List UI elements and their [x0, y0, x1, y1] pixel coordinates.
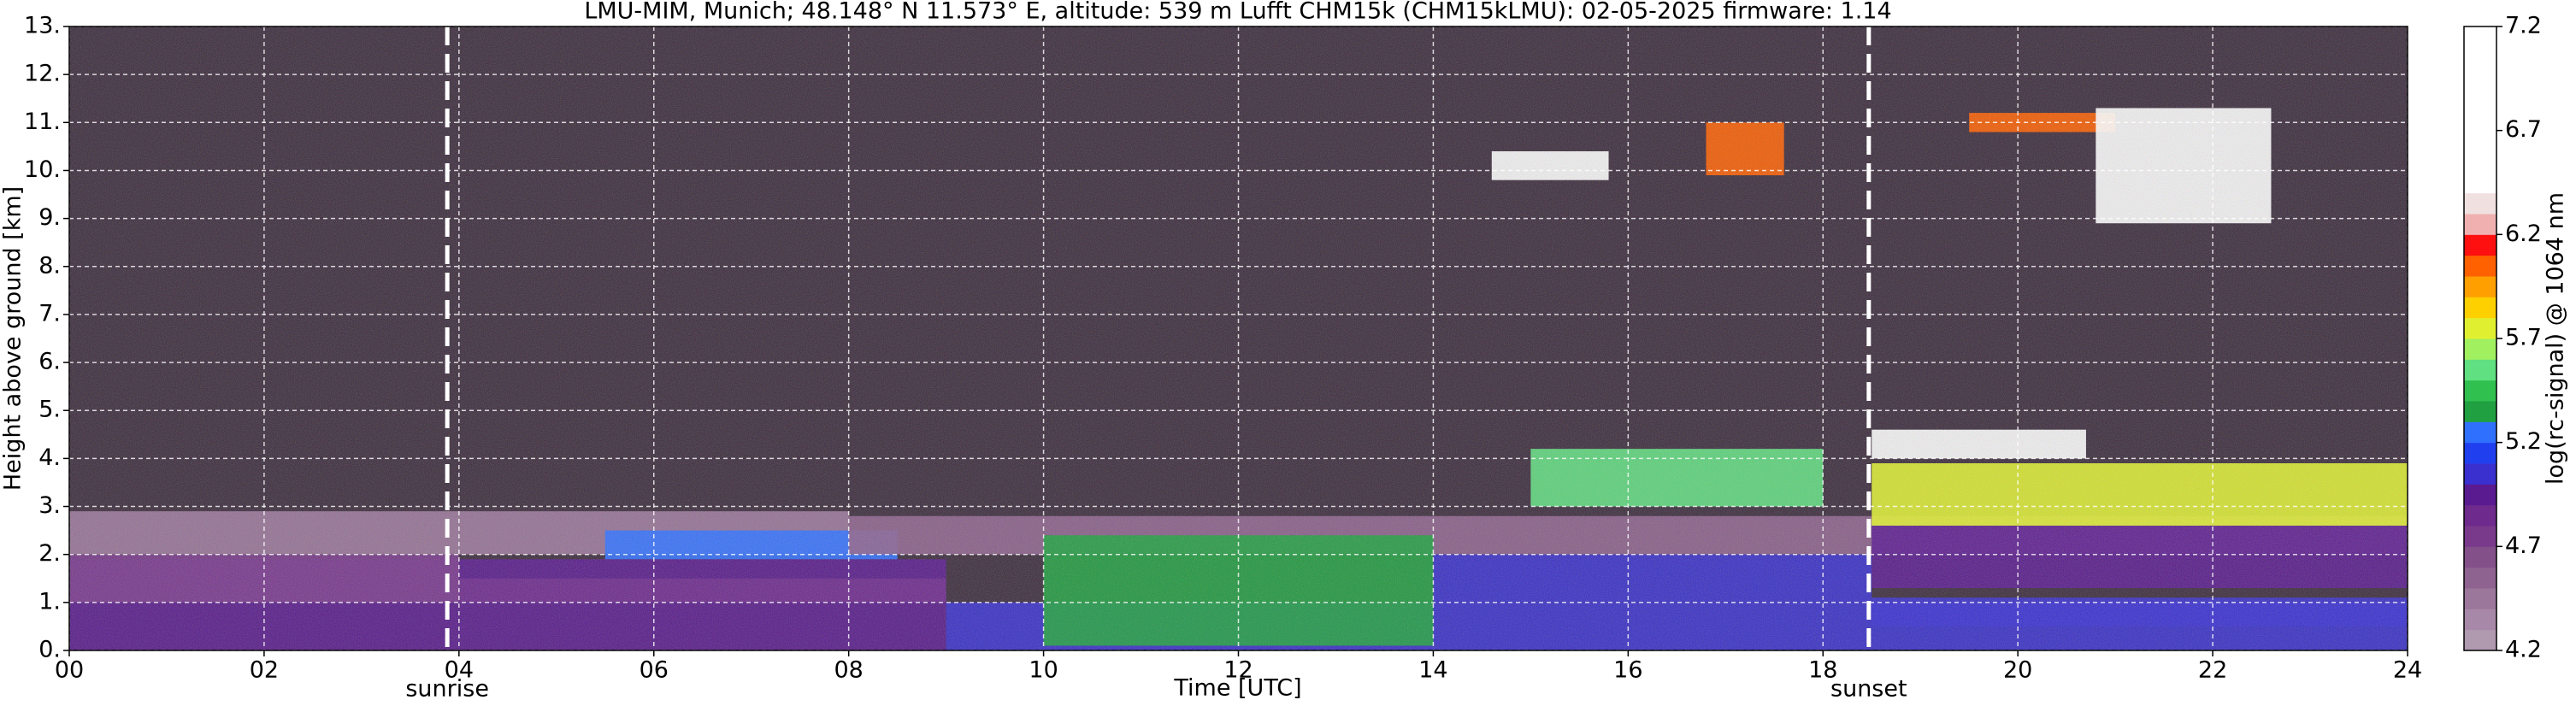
colorbar-tick-label: 6.2	[2505, 221, 2542, 247]
annotation-label: sunset	[1830, 676, 1907, 703]
y-tick-label: 4.	[38, 444, 61, 471]
colorbar-swatch	[2464, 130, 2496, 152]
x-tick-label: 16	[1613, 657, 1642, 684]
colorbar-swatch	[2464, 359, 2496, 381]
y-tick-label: 2.	[38, 540, 61, 567]
y-tick-label: 10.	[24, 156, 61, 183]
colorbar-swatch	[2464, 546, 2496, 568]
x-tick-label: 14	[1418, 657, 1447, 684]
y-tick-label: 12.	[24, 61, 61, 87]
colorbar-swatch	[2464, 567, 2496, 589]
y-tick-label: 1.	[38, 588, 61, 615]
plot-area	[69, 26, 2408, 650]
colorbar-swatch	[2464, 526, 2496, 547]
colorbar-swatch	[2464, 297, 2496, 319]
colorbar-tick-label: 5.7	[2505, 325, 2542, 351]
annotation-label: sunrise	[405, 676, 489, 703]
colorbar-tick-label: 4.2	[2505, 637, 2542, 663]
colorbar-swatch	[2464, 463, 2496, 485]
y-tick-label: 9.	[38, 204, 61, 231]
colorbar-swatch	[2464, 401, 2496, 422]
y-tick-label: 11.	[24, 109, 61, 135]
colorbar-tick-label: 6.7	[2505, 116, 2542, 143]
colorbar-swatch	[2464, 504, 2496, 527]
plot-frame	[68, 26, 2408, 651]
colorbar-swatch	[2464, 338, 2496, 360]
colorbar-swatch	[2464, 609, 2496, 631]
y-tick-label: 0.	[38, 637, 61, 663]
colorbar-tick-label: 4.7	[2505, 532, 2542, 559]
colorbar-swatch	[2464, 192, 2496, 215]
y-tick-label: 5.	[38, 397, 61, 423]
colorbar-swatch	[2464, 47, 2496, 69]
colorbar-swatch	[2464, 68, 2496, 90]
x-tick-label: 08	[834, 657, 863, 684]
colorbar-swatch	[2464, 317, 2496, 339]
colorbar-swatch	[2464, 629, 2496, 651]
colorbar-swatch	[2464, 276, 2496, 297]
y-tick-label: 3.	[38, 492, 61, 519]
colorbar-tick-label: 5.2	[2505, 428, 2542, 455]
x-tick-label: 00	[55, 657, 84, 684]
colorbar-swatch	[2464, 484, 2496, 506]
colorbar-swatch	[2464, 234, 2496, 256]
x-tick-label: 10	[1029, 657, 1058, 684]
overlay: 00 02 04 06 08 10 12 14 16 18 20 22 24 0. 1. 2. 3. 4. 5. 6.…	[24, 13, 2542, 703]
x-tick-label: 02	[250, 657, 279, 684]
x-tick-label: 22	[2198, 657, 2227, 684]
chart-title: LMU-MIM, Munich; 48.148° N 11.573° E, al…	[584, 0, 1891, 25]
colorbar-swatch	[2464, 214, 2496, 235]
colorbar-swatch	[2464, 379, 2496, 402]
x-axis-label: Time [UTC]	[1173, 675, 1301, 702]
x-tick-label: 12	[1223, 657, 1253, 684]
x-tick-label: 20	[2003, 657, 2032, 684]
colorbar-swatch	[2464, 588, 2496, 609]
colorbar-tick-label: 7.2	[2505, 13, 2542, 39]
colorbar-swatch	[2464, 89, 2496, 110]
x-tick-label: 06	[640, 657, 669, 684]
colorbar-swatch	[2464, 421, 2496, 444]
y-axis-label: Height above ground [km]	[0, 186, 27, 491]
y-tick-label: 13.	[24, 13, 61, 39]
y-tick-label: 7.	[38, 300, 61, 327]
colorbar-swatch	[2464, 442, 2496, 464]
x-tick-label: 04	[445, 657, 474, 684]
colorbar-swatch	[2464, 255, 2496, 277]
colorbar-swatch	[2464, 172, 2496, 194]
colorbar-swatch	[2464, 151, 2496, 173]
colorbar-label: log(rc-signal) @ 1064 nm	[2543, 192, 2569, 485]
x-tick-label: 18	[1808, 657, 1837, 684]
x-tick-label: 24	[2393, 657, 2422, 684]
colorbar-swatch	[2464, 109, 2496, 132]
y-tick-label: 8.	[38, 252, 61, 279]
y-tick-label: 6.	[38, 349, 61, 375]
colorbar-swatch	[2464, 26, 2496, 48]
